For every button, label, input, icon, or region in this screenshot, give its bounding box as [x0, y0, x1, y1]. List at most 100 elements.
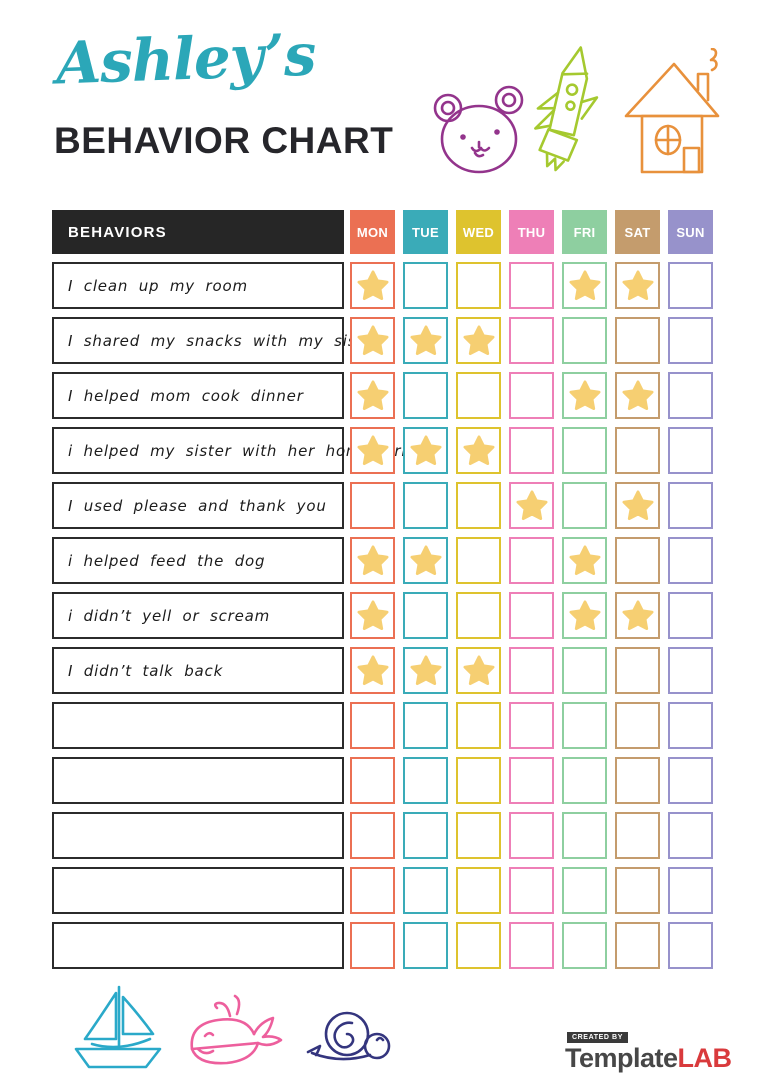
- star-cell-fri: [562, 592, 607, 639]
- star-cell-sat: [615, 372, 660, 419]
- behavior-label: I shared my snacks with my sister: [52, 317, 379, 364]
- star-cell-thu: [509, 922, 554, 969]
- star-cell-tue: [403, 647, 448, 694]
- star-cells: [350, 427, 713, 474]
- star-cell-sun: [668, 702, 713, 749]
- star-cell-tue: [403, 482, 448, 529]
- table-row: i helped my sister with her homework: [52, 427, 713, 474]
- star-cell-tue: [403, 372, 448, 419]
- bear-icon: [430, 84, 530, 178]
- star-cell-mon: [350, 482, 395, 529]
- star-cell-sat: [615, 262, 660, 309]
- star-icon: [516, 490, 547, 521]
- star-icon: [462, 325, 494, 356]
- star-cell-mon: [350, 262, 395, 309]
- behavior-label: I clean up my room: [52, 262, 344, 309]
- logo-brand: TemplateLAB: [565, 1044, 732, 1072]
- star-cell-wed: [456, 647, 501, 694]
- star-cells: [350, 537, 713, 584]
- star-cell-mon: [350, 812, 395, 859]
- table-row: I shared my snacks with my sister: [52, 317, 713, 364]
- star-cell-mon: [350, 702, 395, 749]
- whale-icon: [178, 992, 304, 1076]
- star-cell-mon: [350, 592, 395, 639]
- star-icon: [356, 325, 388, 356]
- star-cells: [350, 482, 713, 529]
- star-cell-wed: [456, 482, 501, 529]
- star-cell-thu: [509, 372, 554, 419]
- star-cell-sun: [668, 372, 713, 419]
- star-cell-sun: [668, 922, 713, 969]
- star-cell-mon: [350, 647, 395, 694]
- table-rows: I clean up my room I shared my snacks wit…: [52, 262, 713, 969]
- star-cell-thu: [509, 812, 554, 859]
- star-cell-sun: [668, 812, 713, 859]
- star-cell-fri: [562, 482, 607, 529]
- star-cell-sun: [668, 757, 713, 804]
- star-cell-tue: [403, 592, 448, 639]
- snail-icon: [304, 1006, 398, 1070]
- star-icon: [462, 435, 494, 466]
- day-header-sat: SAT: [615, 210, 660, 254]
- behaviors-header: BEHAVIORS: [52, 210, 344, 254]
- star-icon: [622, 600, 653, 631]
- star-cell-sun: [668, 537, 713, 584]
- star-cells: [350, 592, 713, 639]
- table-row: [52, 702, 713, 749]
- star-icon: [356, 435, 388, 466]
- day-header-sun: SUN: [668, 210, 713, 254]
- behavior-label: I used please and thank you: [52, 482, 344, 529]
- star-cell-sun: [668, 592, 713, 639]
- star-icon: [409, 655, 441, 686]
- behavior-label: I helped mom cook dinner: [52, 372, 344, 419]
- table-row: [52, 922, 713, 969]
- sailboat-icon: [70, 982, 166, 1074]
- star-cell-sat: [615, 867, 660, 914]
- table-row: I used please and thank you: [52, 482, 713, 529]
- star-cell-wed: [456, 537, 501, 584]
- page-title: BEHAVIOR CHART: [54, 120, 394, 161]
- table-row: [52, 757, 713, 804]
- star-cell-mon: [350, 317, 395, 364]
- star-cell-sat: [615, 647, 660, 694]
- star-cell-thu: [509, 427, 554, 474]
- star-cell-thu: [509, 647, 554, 694]
- star-cell-wed: [456, 812, 501, 859]
- table-row: I didn’t talk back: [52, 647, 713, 694]
- star-cell-tue: [403, 922, 448, 969]
- star-cell-sat: [615, 317, 660, 364]
- star-cell-tue: [403, 867, 448, 914]
- star-cell-sat: [615, 702, 660, 749]
- templatelab-logo: CREATED BY TemplateLAB: [565, 1026, 732, 1072]
- star-cell-wed: [456, 867, 501, 914]
- table-row: i didn’t yell or scream: [52, 592, 713, 639]
- behavior-table: BEHAVIORS MON TUE WED THU FRI SAT SUN I clean …: [52, 210, 713, 977]
- behavior-label: [52, 867, 344, 914]
- star-cells: [350, 372, 713, 419]
- table-row: [52, 812, 713, 859]
- star-icon: [622, 380, 653, 411]
- star-cell-fri: [562, 757, 607, 804]
- star-cell-mon: [350, 922, 395, 969]
- star-icon: [356, 270, 388, 301]
- star-cell-tue: [403, 702, 448, 749]
- day-headers: MON TUE WED THU FRI SAT SUN: [350, 210, 713, 254]
- star-cell-wed: [456, 592, 501, 639]
- behavior-label: [52, 702, 344, 749]
- behavior-label: I didn’t talk back: [52, 647, 344, 694]
- star-cell-wed: [456, 922, 501, 969]
- star-cell-sat: [615, 592, 660, 639]
- day-header-tue: TUE: [403, 210, 448, 254]
- rocket-icon: [531, 42, 611, 184]
- star-icon: [569, 545, 600, 576]
- star-cell-tue: [403, 427, 448, 474]
- star-icon: [622, 270, 653, 301]
- star-cell-mon: [350, 757, 395, 804]
- star-cell-mon: [350, 537, 395, 584]
- star-cell-thu: [509, 757, 554, 804]
- day-header-mon: MON: [350, 210, 395, 254]
- star-cell-fri: [562, 922, 607, 969]
- star-cell-tue: [403, 537, 448, 584]
- star-cell-tue: [403, 262, 448, 309]
